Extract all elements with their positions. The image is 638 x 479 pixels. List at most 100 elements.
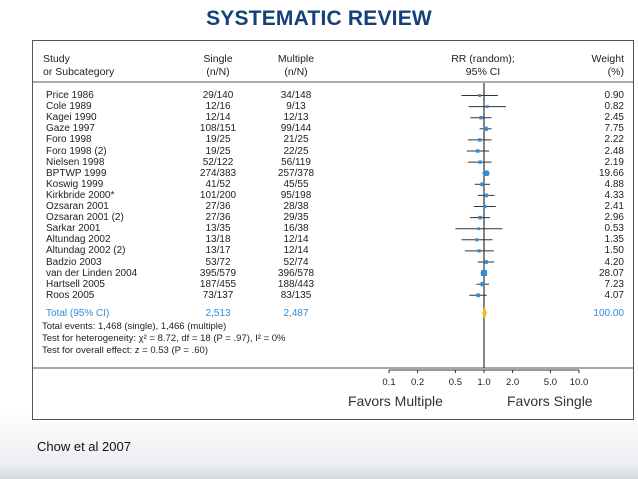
forest-plot-frame: Study or Subcategory Single (n/N) Multiple… — [32, 40, 634, 420]
study-single: 53/72 — [205, 256, 231, 268]
study-single: 274/383 — [199, 167, 237, 179]
effect-square — [476, 149, 480, 153]
study-multiple: 257/378 — [277, 167, 315, 179]
study-single: 19/25 — [205, 134, 231, 146]
study-name: Roos 2005 — [46, 289, 95, 301]
header-rr: RR (random); 95% CI — [451, 53, 515, 78]
note-total-events: Total events: 1,468 (single), 1,466 (mul… — [42, 321, 227, 332]
study-multiple: 396/578 — [277, 267, 315, 279]
effect-square — [477, 249, 481, 253]
effect-square — [478, 94, 482, 97]
study-single: 13/35 — [205, 223, 231, 235]
study-weight: 2.19 — [604, 156, 624, 168]
study-multiple: 28/38 — [283, 201, 309, 212]
slide-title: SYSTEMATIC REVIEW — [206, 7, 432, 30]
study-multiple: 45/55 — [283, 178, 309, 190]
x-tick-label: 0.5 — [449, 377, 462, 388]
study-multiple: 34/148 — [280, 90, 312, 101]
study-weight: 28.07 — [598, 267, 624, 279]
note-heterogeneity: Test for heterogeneity: χ² = 8.72, df = … — [42, 333, 286, 344]
header-study: Study or Subcategory — [43, 53, 115, 78]
effect-square — [483, 170, 489, 176]
effect-square — [484, 260, 488, 264]
study-single: 41/52 — [205, 178, 231, 190]
study-weight: 2.45 — [604, 112, 624, 124]
study-name: Ozsaran 2001 (2) — [46, 212, 124, 224]
study-single: 19/25 — [205, 145, 231, 157]
study-single: 73/137 — [202, 289, 234, 301]
study-name: Kirkbride 2000* — [46, 189, 115, 201]
study-name: Price 1986 — [46, 90, 94, 101]
effect-square — [479, 116, 483, 120]
study-weight: 1.50 — [604, 245, 624, 257]
total-weight: 100.00 — [593, 308, 624, 319]
x-tick-label: 2.0 — [506, 377, 519, 388]
effect-square — [477, 138, 482, 142]
study-weight: 0.82 — [604, 101, 624, 113]
forest-plot-canvas: 0.1 0.2 0.5 1.0 2.0 5.0 10.0 — [33, 81, 633, 388]
effect-square — [476, 293, 481, 298]
study-weight: 2.41 — [604, 201, 624, 212]
study-multiple: 21/25 — [283, 134, 309, 146]
study-multiple: 52/74 — [283, 256, 309, 268]
study-weight: 7.75 — [604, 123, 624, 135]
effect-square — [484, 193, 488, 198]
study-weight: 2.96 — [604, 212, 624, 224]
total-single: 2,513 — [205, 308, 231, 319]
effect-square — [480, 282, 485, 287]
note-overall-effect: Test for overall effect: z = 0.53 (P = .… — [42, 345, 208, 356]
study-multiple: 12/13 — [283, 112, 309, 124]
study-multiple: 83/135 — [280, 289, 312, 301]
header-single: Single (n/N) — [203, 53, 233, 78]
study-weight: 4.33 — [604, 189, 624, 201]
header-multiple: Multiple (n/N) — [277, 53, 315, 78]
study-single: 108/151 — [199, 123, 237, 135]
citation-caption: Chow et al 2007 — [37, 439, 131, 454]
study-multiple: 95/198 — [280, 189, 312, 201]
study-weight: 2.22 — [604, 134, 624, 146]
study-name: Hartsell 2005 — [46, 278, 105, 290]
study-single: 13/17 — [205, 245, 231, 257]
favors-single-label: Favors Single — [507, 393, 593, 409]
study-single: 52/122 — [202, 156, 234, 168]
effect-square — [478, 215, 482, 220]
effect-square — [477, 227, 481, 231]
study-single: 395/579 — [199, 267, 237, 279]
study-weight: 19.66 — [598, 167, 624, 179]
x-tick-label: 5.0 — [544, 377, 557, 388]
x-tick-label: 0.2 — [411, 377, 424, 388]
study-name: van der Linden 2004 — [46, 267, 138, 279]
study-multiple: 29/35 — [283, 212, 309, 224]
study-name: Sarkar 2001 — [46, 223, 101, 235]
study-weight: 4.07 — [604, 289, 624, 301]
x-tick-label: 10.0 — [570, 377, 589, 388]
study-name: Gaze 1997 — [46, 123, 95, 135]
pooled-diamond — [482, 306, 487, 320]
study-weight: 7.23 — [604, 278, 624, 290]
study-name: Badzio 2003 — [46, 256, 102, 268]
study-name: Altundag 2002 — [46, 234, 111, 246]
study-multiple: 12/14 — [283, 245, 309, 257]
effect-square — [483, 204, 487, 209]
effect-square — [485, 105, 489, 109]
slide-footer-bar — [0, 462, 638, 479]
study-multiple: 16/38 — [283, 223, 309, 235]
study-single: 12/16 — [205, 101, 231, 113]
study-name: Kagei 1990 — [46, 112, 97, 124]
study-single: 27/36 — [205, 212, 231, 224]
study-name: Cole 1989 — [46, 101, 92, 113]
study-single: 187/455 — [199, 278, 237, 290]
study-name: Nielsen 1998 — [46, 156, 105, 168]
x-tick-label: 1.0 — [477, 377, 490, 388]
study-name: Foro 1998 — [46, 134, 92, 146]
study-single: 12/14 — [205, 112, 231, 124]
study-single: 13/18 — [205, 234, 231, 246]
study-weight: 0.90 — [604, 90, 624, 101]
study-multiple: 56/119 — [281, 156, 311, 168]
study-weight: 2.48 — [604, 145, 624, 157]
study-single: 101/200 — [199, 189, 237, 201]
study-single: 27/36 — [205, 201, 231, 212]
total-multiple: 2,487 — [283, 308, 309, 319]
effect-square — [480, 182, 485, 187]
header-weight: Weight (%) — [591, 53, 625, 78]
